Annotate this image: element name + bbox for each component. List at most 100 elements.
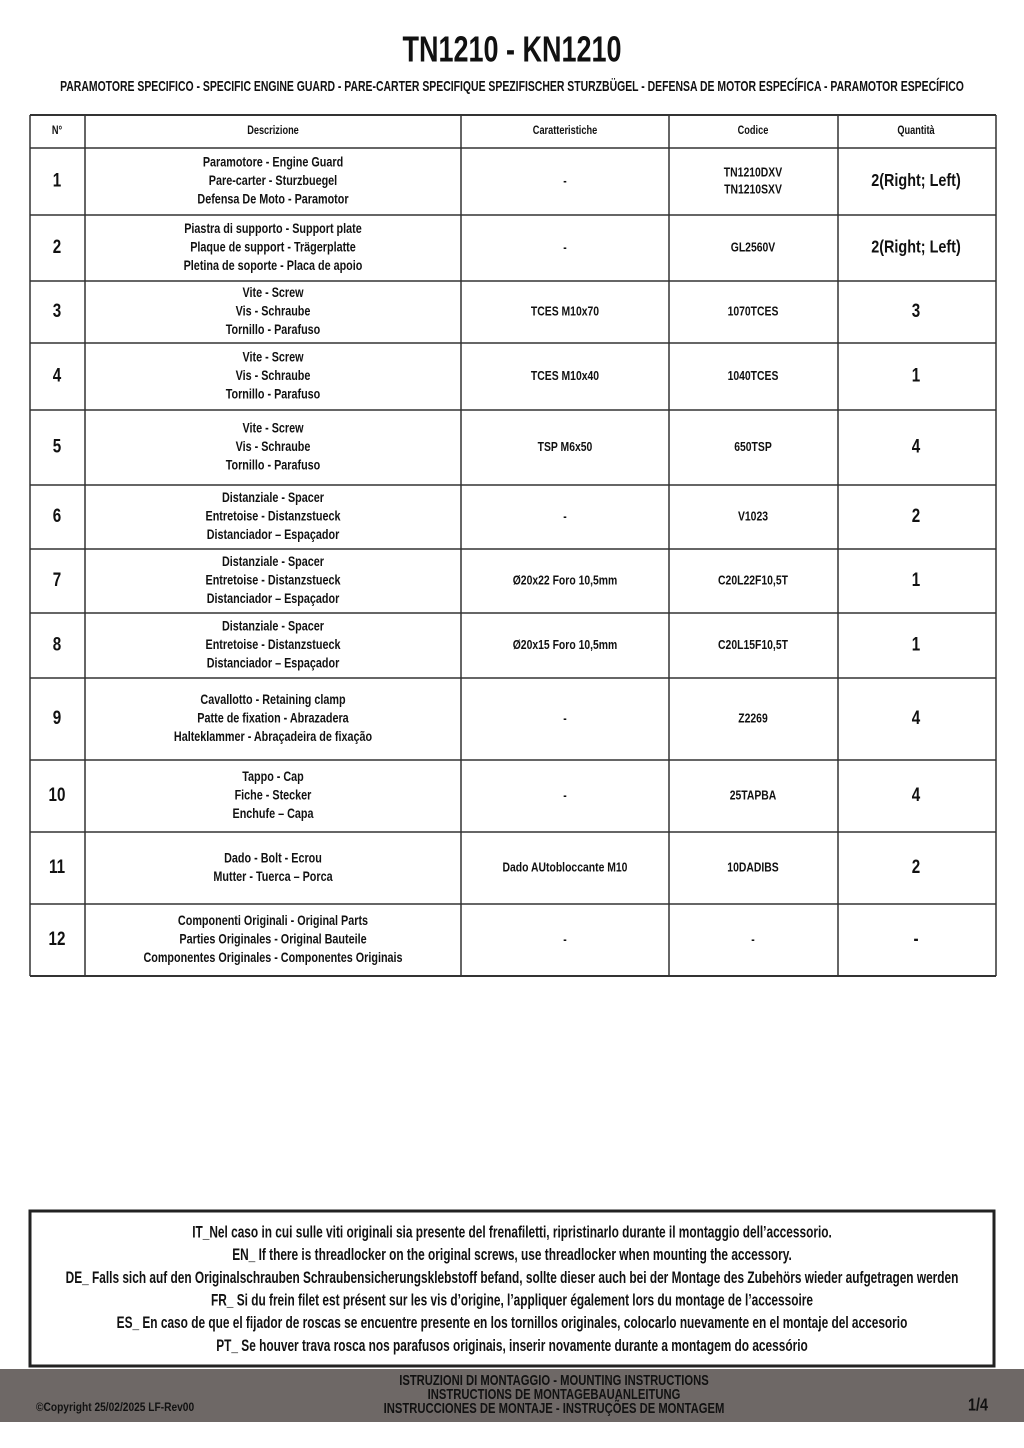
characteristics: -	[563, 711, 567, 725]
code-line: -	[751, 932, 755, 946]
quantity: 4	[912, 783, 921, 805]
description-line: Componenti Originali - Original Parts	[178, 913, 368, 928]
quantity: 1	[912, 364, 921, 386]
description-line: Halteklammer - Abraçadeira de fixação	[174, 729, 372, 744]
description-line: Plaque de support - Trägerplatte	[190, 239, 356, 254]
description-line: Vite - Screw	[243, 420, 304, 435]
description-line: Vis - Schraube	[236, 303, 311, 318]
quantity: 2(Right; Left)	[871, 171, 960, 191]
row-number: 3	[53, 299, 61, 321]
quantity: 1	[912, 568, 921, 590]
description-line: Distanziale - Spacer	[222, 618, 324, 633]
description-line: Distanziale - Spacer	[222, 554, 324, 569]
characteristics: -	[563, 788, 567, 802]
note-line: IT_Nel caso in cui sulle viti originali …	[192, 1224, 832, 1242]
description-line: Pare-carter - Sturzbuegel	[209, 173, 337, 188]
footer-instructions: ISTRUZIONI DI MONTAGGIO - MOUNTING INSTR…	[399, 1371, 709, 1388]
characteristics: -	[563, 509, 567, 523]
column-header: Caratteristiche	[533, 125, 598, 137]
row-number: 1	[53, 169, 62, 191]
description-line: Vite - Screw	[243, 349, 304, 364]
characteristics: -	[563, 240, 567, 254]
code-line: 25TAPBA	[730, 788, 777, 802]
column-header: Descrizione	[247, 125, 299, 137]
quantity: 2(Right; Left)	[871, 237, 960, 257]
characteristics: Ø20x15 Foro 10,5mm	[513, 638, 618, 652]
description-line: Fiche - Stecker	[235, 787, 312, 802]
code-line: 1070TCES	[728, 304, 779, 318]
description-line: Vis - Schraube	[236, 439, 311, 454]
title: TN1210 - KN1210	[403, 29, 622, 70]
description-line: Vis - Schraube	[236, 368, 311, 383]
characteristics: -	[563, 174, 567, 188]
note-line: EN_ If there is threadlocker on the orig…	[232, 1246, 792, 1264]
column-header: N°	[52, 125, 62, 137]
code-line: TN1210SXV	[724, 182, 782, 196]
description-line: Distanciador – Espaçador	[207, 591, 340, 606]
description-line: Paramotore - Engine Guard	[203, 154, 343, 169]
description-line: Pletina de soporte - Placa de apoio	[184, 258, 363, 273]
characteristics: TCES M10x70	[531, 304, 600, 318]
quantity: 1	[912, 633, 921, 655]
description-line: Tornillo - Parafuso	[226, 457, 321, 472]
description-line: Enchufe – Capa	[233, 806, 314, 821]
quantity: 4	[912, 706, 921, 728]
row-number: 12	[49, 927, 66, 949]
code-line: V1023	[738, 509, 768, 523]
row-number: 11	[49, 855, 65, 877]
description-line: Tornillo - Parafuso	[226, 386, 321, 401]
description-line: Distanciador – Espaçador	[207, 527, 340, 542]
footer-instructions: INSTRUCCIONES DE MONTAJE - INSTRUÇÕES DE…	[384, 1399, 725, 1416]
row-number: 7	[53, 568, 61, 590]
column-header: Codice	[738, 125, 769, 137]
quantity: 2	[912, 855, 920, 877]
code-line: GL2560V	[731, 240, 776, 254]
quantity: -	[913, 927, 918, 949]
code-line: 650TSP	[734, 440, 772, 454]
column-header: Quantità	[897, 125, 934, 137]
description-line: Mutter - Tuerca – Porca	[213, 869, 332, 884]
description-line: Piastra di supporto - Support plate	[184, 221, 362, 236]
description-line: Cavallotto - Retaining clamp	[200, 692, 345, 707]
note-line: ES_ En caso de que el fijador de roscas …	[117, 1314, 908, 1332]
row-number: 8	[53, 633, 62, 655]
page-number: 1/4	[968, 1395, 988, 1415]
characteristics: Ø20x22 Foro 10,5mm	[513, 573, 618, 587]
description-line: Parties Originales - Original Bauteile	[179, 931, 366, 946]
characteristics: -	[563, 932, 567, 946]
code-line: Z2269	[738, 711, 768, 725]
description-line: Vite - Screw	[243, 285, 304, 300]
characteristics: TSP M6x50	[538, 440, 593, 454]
code-line: 10DADIBS	[727, 860, 779, 874]
quantity: 4	[912, 435, 921, 457]
row-number: 4	[53, 364, 62, 386]
notes-box	[28, 1209, 996, 1368]
description-line: Entretoise - Distanzstueck	[206, 637, 341, 652]
quantity: 3	[912, 299, 920, 321]
characteristics: TCES M10x40	[531, 369, 600, 383]
description-line: Tappo - Cap	[242, 769, 304, 784]
description-line: Entretoise - Distanzstueck	[206, 508, 341, 523]
description-line: Patte de fixation - Abrazadera	[197, 710, 349, 725]
row-number: 5	[53, 435, 62, 457]
quantity: 2	[912, 504, 920, 526]
row-number: 6	[53, 504, 61, 526]
description-line: Tornillo - Parafuso	[226, 322, 321, 337]
description-line: Dado - Bolt - Ecrou	[224, 850, 322, 865]
note-line: FR_ Si du frein filet est présent sur le…	[211, 1292, 813, 1310]
row-number: 2	[53, 235, 61, 257]
code-line: 1040TCES	[728, 369, 779, 383]
description-line: Defensa De Moto - Paramotor	[197, 191, 348, 206]
code-line: TN1210DXV	[724, 165, 782, 179]
characteristics: Dado AUtobloccante M10	[503, 860, 628, 874]
row-number: 9	[53, 706, 61, 728]
note-line: PT_ Se houver trava rosca nos parafusos …	[216, 1337, 808, 1355]
code-line: C20L15F10,5T	[718, 638, 789, 652]
description-line: Distanciador – Espaçador	[207, 655, 340, 670]
code-line: C20L22F10,5T	[718, 573, 789, 587]
note-line: DE_ Falls sich auf den Originalschrauben…	[66, 1269, 959, 1287]
row-number: 10	[49, 783, 66, 805]
copyright: ©Copyright 25/02/2025 LF-Rev00	[36, 1401, 194, 1414]
